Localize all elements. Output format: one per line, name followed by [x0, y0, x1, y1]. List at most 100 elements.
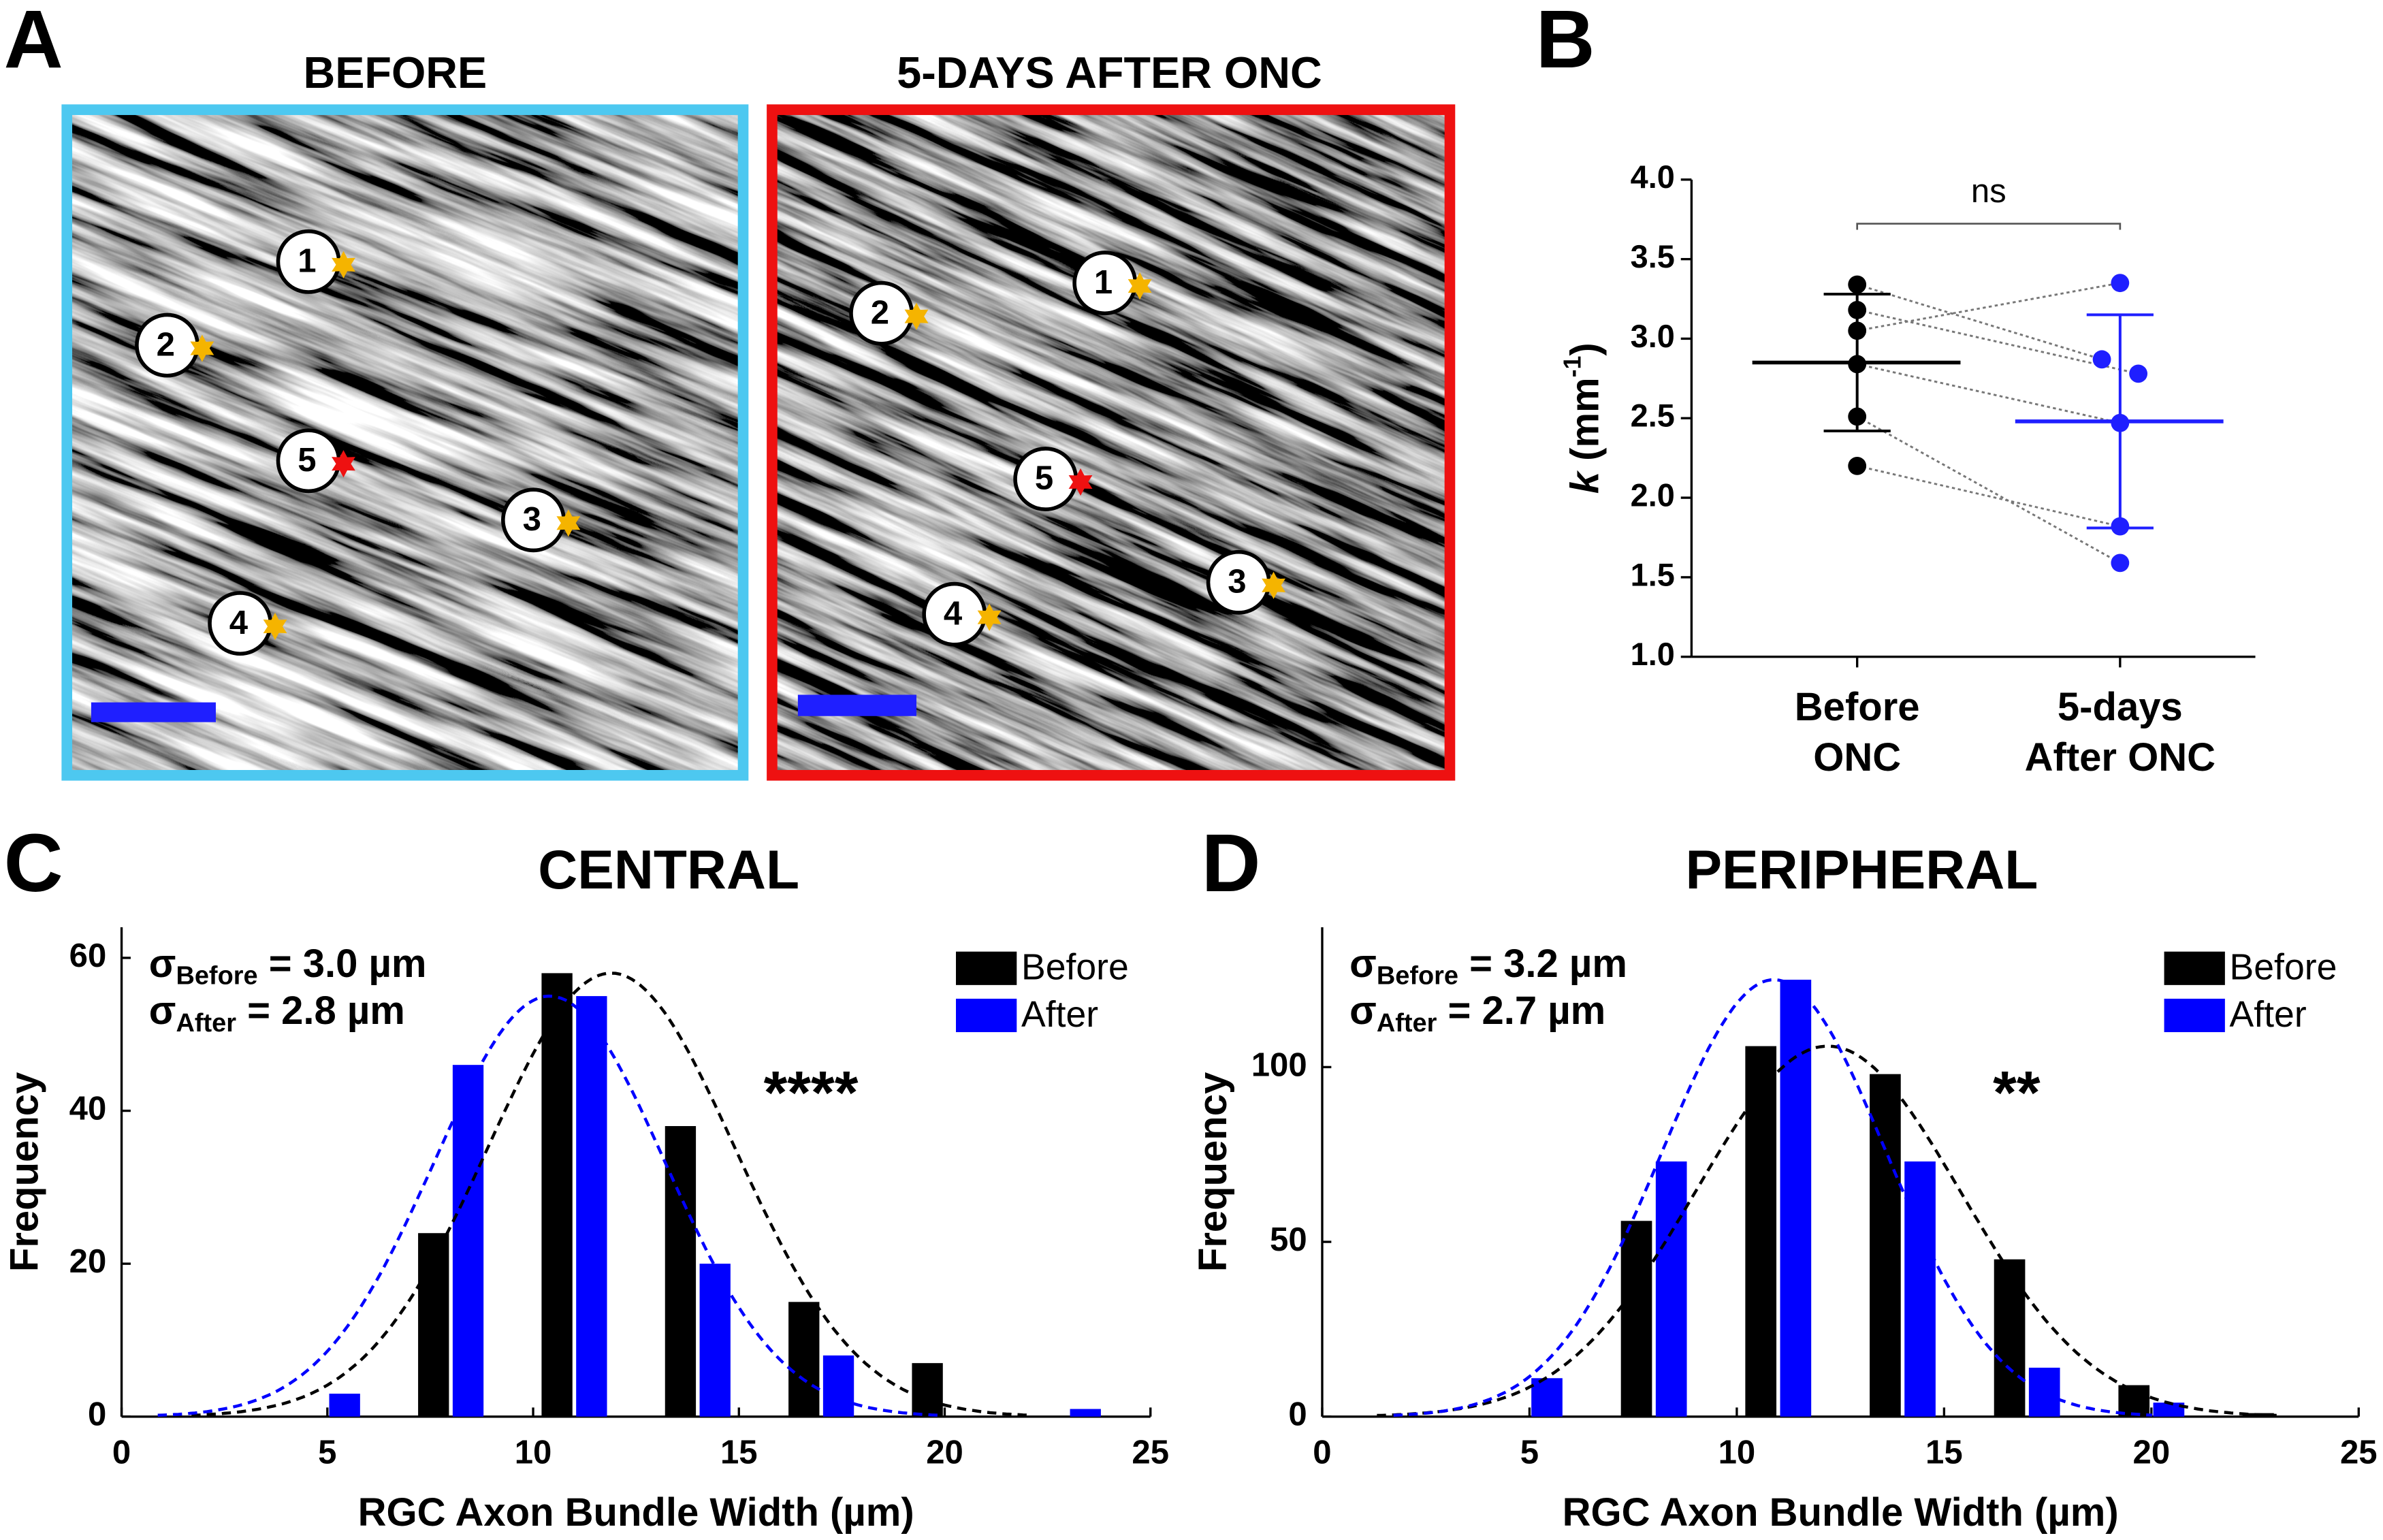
marker-label: 3 [523, 501, 541, 538]
dot [2092, 350, 2111, 369]
y-tick-label: 0 [88, 1396, 106, 1433]
significance-bracket [1856, 223, 2122, 230]
dot [1848, 300, 1867, 319]
fit-curve [157, 994, 940, 1417]
bar [418, 1233, 449, 1417]
x-tick-label: 10 [1718, 1434, 1756, 1471]
bar [665, 1126, 697, 1417]
bar [1620, 1221, 1652, 1417]
panel-label: C [4, 817, 63, 909]
y-tick-label: 60 [69, 937, 107, 974]
dot [1848, 355, 1867, 374]
legend-label: Before [1021, 948, 1129, 988]
sigma-annotation: σAfter = 2.8 µm [149, 989, 405, 1038]
y-tick-label: 1.5 [1631, 557, 1675, 592]
y-tick-label: 100 [1251, 1046, 1307, 1083]
x-tick-label: 15 [720, 1434, 758, 1471]
dot [1848, 321, 1867, 340]
fit-curve [1377, 1044, 2277, 1417]
marker-star [904, 302, 929, 330]
scale-bar [91, 702, 216, 722]
dot [2111, 274, 2130, 293]
bar [1655, 1161, 1687, 1417]
pair-line [1856, 415, 2121, 564]
marker-star [332, 251, 355, 278]
x-axis-label: RGC Axon Bundle Width (µm) [358, 1490, 914, 1535]
x-tick-label: 10 [515, 1434, 552, 1471]
bar [1994, 1259, 2026, 1417]
significance-label: ** [1993, 1059, 2041, 1127]
frame-after [767, 104, 1456, 781]
significance-label: **** [764, 1059, 859, 1127]
bar [2118, 1385, 2150, 1417]
y-axis-label-part: -1 [1559, 356, 1586, 378]
y-tick-label: 3.5 [1631, 239, 1675, 274]
marker-label: 2 [157, 326, 175, 363]
sigma-annotation: σBefore = 3.2 µm [1349, 942, 1627, 990]
sigma-subscript: After [176, 1009, 236, 1038]
significance-label: ns [1971, 173, 2006, 210]
sigma-symbol: σ [1349, 942, 1377, 986]
bar [1745, 1046, 1777, 1417]
oct-image-after [776, 114, 1445, 771]
x-tick-label: 25 [2340, 1434, 2378, 1471]
y-tick-label: 4.0 [1631, 159, 1675, 195]
pair-line [1857, 464, 2121, 528]
bar [912, 1363, 943, 1417]
panel-label: B [1536, 0, 1595, 85]
bar [2153, 1402, 2185, 1417]
y-tick-label: 50 [1270, 1221, 1307, 1258]
fit-curve [191, 972, 1027, 1417]
sigma-value: = 3.0 µm [258, 942, 427, 986]
sigma-subscript: After [1377, 1009, 1437, 1038]
legend-label: After [2230, 995, 2307, 1035]
sigma-value: = 2.8 µm [236, 989, 405, 1033]
x-tick-label: 20 [2133, 1434, 2171, 1471]
dot [1848, 275, 1867, 294]
y-axis-label: Frequency [3, 1072, 47, 1272]
bar [541, 973, 573, 1417]
x-tick-label: After ONC [2025, 735, 2216, 780]
sigma-symbol: σ [149, 989, 176, 1033]
legend-swatch [956, 998, 1017, 1033]
pair-line [1857, 282, 2121, 332]
sigma-subscript: Before [176, 962, 257, 991]
marker-star [1127, 272, 1152, 300]
marker-star [263, 612, 287, 641]
y-tick-label: 40 [69, 1091, 107, 1127]
legend-swatch [2164, 998, 2225, 1033]
bar [1531, 1378, 1563, 1417]
sigma-annotation: σAfter = 2.7 µm [1349, 989, 1605, 1038]
dot [1848, 456, 1867, 475]
x-tick-label: ONC [1813, 735, 1901, 780]
bar [1070, 1409, 1101, 1417]
marker-label: 1 [298, 243, 316, 280]
legend-swatch [2164, 951, 2225, 985]
dot [2111, 413, 2130, 432]
y-tick-label: 20 [69, 1243, 107, 1280]
x-tick-label: 0 [1313, 1434, 1331, 1471]
bar [452, 1065, 484, 1417]
x-tick-label: 0 [112, 1434, 131, 1471]
x-tick-label: 25 [1132, 1434, 1169, 1471]
panel-label: D [1202, 817, 1261, 909]
x-tick-label: 20 [926, 1434, 963, 1471]
marker-label: 3 [1228, 564, 1246, 600]
sigma-symbol: σ [149, 942, 176, 986]
y-axis-label-part: k [1563, 470, 1608, 494]
legend-swatch [956, 951, 1017, 985]
bar [1780, 980, 1812, 1417]
y-axis-label: k (mm-1) [1559, 342, 1608, 494]
y-tick-label: 2.5 [1631, 398, 1675, 434]
x-tick-label: 5 [318, 1434, 336, 1471]
y-tick-label: 1.0 [1631, 637, 1675, 672]
panel-label: A [4, 0, 63, 85]
pair-line [1857, 283, 2102, 361]
x-axis-label: RGC Axon Bundle Width (µm) [1563, 1490, 2119, 1535]
dot [2111, 517, 2130, 536]
y-tick-label: 3.0 [1631, 319, 1675, 354]
y-axis-label-part: ) [1563, 342, 1608, 355]
chart-title: CENTRAL [538, 839, 799, 901]
